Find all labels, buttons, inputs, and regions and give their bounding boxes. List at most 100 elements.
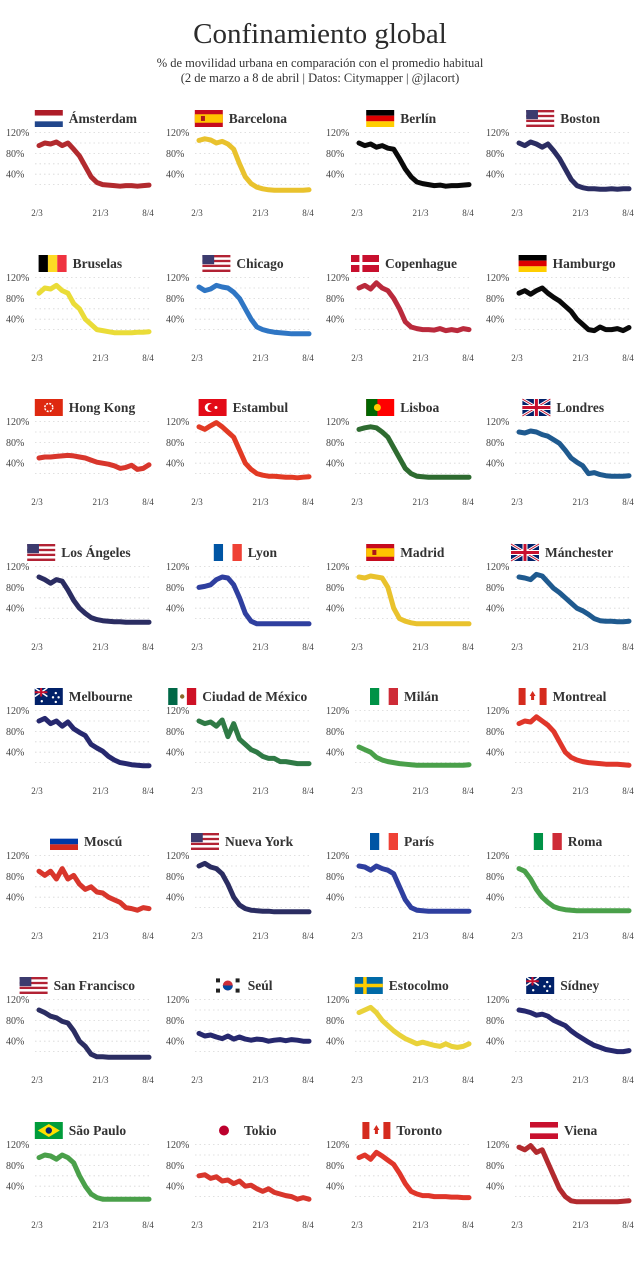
x-tick-label: 2/3 <box>511 497 523 507</box>
series-line <box>516 1007 632 1055</box>
series-line <box>196 717 312 767</box>
flag-icon <box>219 1125 229 1135</box>
x-tick-label: 21/3 <box>572 208 589 218</box>
x-tick-label: 8/4 <box>622 1220 634 1230</box>
x-tick-label: 21/3 <box>252 353 269 363</box>
city-name: Roma <box>568 834 603 849</box>
y-tick-label: 80% <box>486 582 504 593</box>
x-tick-label: 21/3 <box>412 931 429 941</box>
flag-icon <box>533 832 562 850</box>
series-line <box>36 139 152 189</box>
flag-icon <box>370 832 398 850</box>
x-tick-label: 2/3 <box>351 1220 363 1230</box>
y-tick-label: 80% <box>166 293 184 304</box>
x-tick-label: 21/3 <box>572 1220 589 1230</box>
flag-icon <box>168 688 197 705</box>
x-tick-label: 2/3 <box>31 353 43 363</box>
y-tick-label: 80% <box>486 438 504 449</box>
x-tick-label: 8/4 <box>462 642 474 652</box>
city-chart: Mánchester 120% 80% 40% 2/3 21/3 8/4 <box>486 542 634 652</box>
x-tick-label: 8/4 <box>462 931 474 941</box>
city-name: Melbourne <box>69 689 133 704</box>
y-tick-label: 40% <box>166 170 184 181</box>
x-tick-label: 2/3 <box>511 208 523 218</box>
x-tick-label: 2/3 <box>191 353 203 363</box>
x-tick-label: 8/4 <box>142 642 154 652</box>
x-tick-label: 2/3 <box>351 786 363 796</box>
flag-icon <box>366 110 395 127</box>
city-chart: París 120% 80% 40% 2/3 21/3 8/4 <box>326 832 474 941</box>
city-panel: Lyon 120% 80% 40% 2/3 21/3 8/4 <box>160 534 320 680</box>
city-name: San Francisco <box>54 978 136 993</box>
city-chart: Viena 120% 80% 40% 2/3 21/3 8/4 <box>486 1121 634 1230</box>
city-chart: Tokio 120% 80% 40% 2/3 21/3 8/4 <box>166 1123 314 1230</box>
flag-icon <box>198 399 227 416</box>
y-tick-label: 80% <box>6 438 24 449</box>
y-tick-label: 120% <box>486 851 509 862</box>
series-line <box>196 860 312 914</box>
city-name: Milán <box>404 689 439 704</box>
y-tick-label: 120% <box>486 562 509 573</box>
city-name: Seúl <box>248 978 273 993</box>
y-tick-label: 40% <box>166 603 184 614</box>
y-tick-label: 40% <box>166 1181 184 1192</box>
y-tick-label: 80% <box>486 149 504 160</box>
x-tick-label: 8/4 <box>142 208 154 218</box>
flag-icon <box>202 254 231 272</box>
x-tick-label: 21/3 <box>572 1075 589 1085</box>
x-tick-label: 2/3 <box>351 353 363 363</box>
y-tick-label: 80% <box>326 438 344 449</box>
series-line <box>356 863 472 914</box>
series-line <box>196 1171 312 1202</box>
series-line <box>196 420 312 481</box>
x-tick-label: 2/3 <box>511 642 523 652</box>
y-tick-label: 80% <box>166 149 184 160</box>
x-tick-label: 8/4 <box>622 353 634 363</box>
series-line <box>196 282 312 336</box>
city-panel: San Francisco 120% 80% 40% 2/3 21/3 8/4 <box>0 967 160 1113</box>
y-tick-label: 120% <box>326 417 349 428</box>
x-tick-label: 2/3 <box>31 931 43 941</box>
y-tick-label: 40% <box>6 748 24 759</box>
series-line <box>196 136 312 193</box>
x-tick-label: 8/4 <box>302 353 314 363</box>
x-tick-label: 2/3 <box>191 208 203 218</box>
y-tick-label: 80% <box>6 727 24 738</box>
y-tick-label: 120% <box>166 128 189 139</box>
x-tick-label: 8/4 <box>142 786 154 796</box>
city-panel: Moscú 120% 80% 40% 2/3 21/3 8/4 <box>0 823 160 969</box>
flag-icon <box>366 543 395 561</box>
y-tick-label: 120% <box>166 706 189 717</box>
city-panel: Estocolmo 120% 80% 40% 2/3 21/3 8/4 <box>320 967 480 1113</box>
x-tick-label: 21/3 <box>412 1220 429 1230</box>
y-tick-label: 40% <box>6 1037 24 1048</box>
series-line <box>516 285 632 333</box>
flag-icon <box>518 688 547 705</box>
x-tick-label: 2/3 <box>31 1220 43 1230</box>
city-panel: Londres 120% 80% 40% 2/3 21/3 8/4 <box>480 389 640 535</box>
y-tick-label: 40% <box>6 1181 24 1192</box>
city-name: Estambul <box>233 400 289 415</box>
y-tick-label: 40% <box>326 603 344 614</box>
y-tick-label: 40% <box>166 459 184 470</box>
x-tick-label: 8/4 <box>302 497 314 507</box>
y-tick-label: 40% <box>486 459 504 470</box>
city-panel: Sídney 120% 80% 40% 2/3 21/3 8/4 <box>480 967 640 1113</box>
flag-icon <box>530 1121 558 1139</box>
city-panel: Hong Kong 120% 80% 40% 2/3 21/3 8/4 <box>0 389 160 535</box>
y-tick-label: 40% <box>6 170 24 181</box>
y-tick-label: 40% <box>166 1037 184 1048</box>
y-tick-label: 80% <box>6 149 24 160</box>
x-tick-label: 2/3 <box>511 1075 523 1085</box>
x-tick-label: 8/4 <box>142 931 154 941</box>
y-tick-label: 120% <box>166 995 189 1006</box>
y-tick-label: 40% <box>326 170 344 181</box>
city-name: Toronto <box>396 1123 442 1138</box>
x-tick-label: 8/4 <box>462 1220 474 1230</box>
x-tick-label: 2/3 <box>31 1075 43 1085</box>
y-tick-label: 40% <box>326 748 344 759</box>
x-tick-label: 8/4 <box>622 1075 634 1085</box>
x-tick-label: 2/3 <box>191 642 203 652</box>
x-tick-label: 8/4 <box>462 1075 474 1085</box>
y-tick-label: 120% <box>486 995 509 1006</box>
